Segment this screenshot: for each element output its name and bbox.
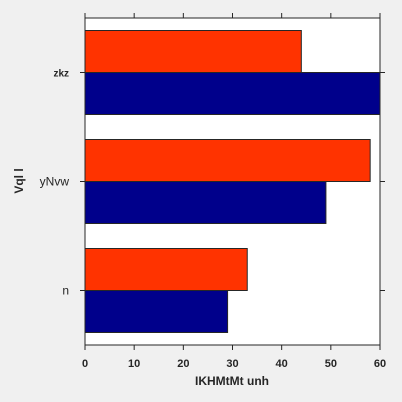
bar-zkz-series-1 [84,30,302,73]
bars-group [84,30,381,333]
y-tick-label-yNvw: yNvw [40,175,70,189]
y-tick-label-zkz: zkz [53,69,69,80]
bar-n-series-0 [84,290,229,333]
bar-zkz-series-0 [84,72,381,115]
x-tick-label-10: 10 [128,358,140,370]
y-tick-label-n: n [62,284,69,298]
bar-yNvw-series-0 [84,181,327,224]
bar-n-series-1 [84,248,248,291]
x-tick-label-60: 60 [374,358,386,370]
x-axis-title: IKHMtMt unh [195,374,269,388]
y-axis-title: Vql l [12,168,26,193]
x-tick-label-0: 0 [82,358,88,370]
x-tick-label-40: 40 [276,358,288,370]
bar-yNvw-series-1 [84,139,371,182]
x-tick-label-50: 50 [325,358,337,370]
x-tick-label-30: 30 [226,358,238,370]
ticks-group: n yNvw zkz 0 10 20 30 40 50 60 [40,13,386,370]
x-tick-label-20: 20 [177,358,189,370]
